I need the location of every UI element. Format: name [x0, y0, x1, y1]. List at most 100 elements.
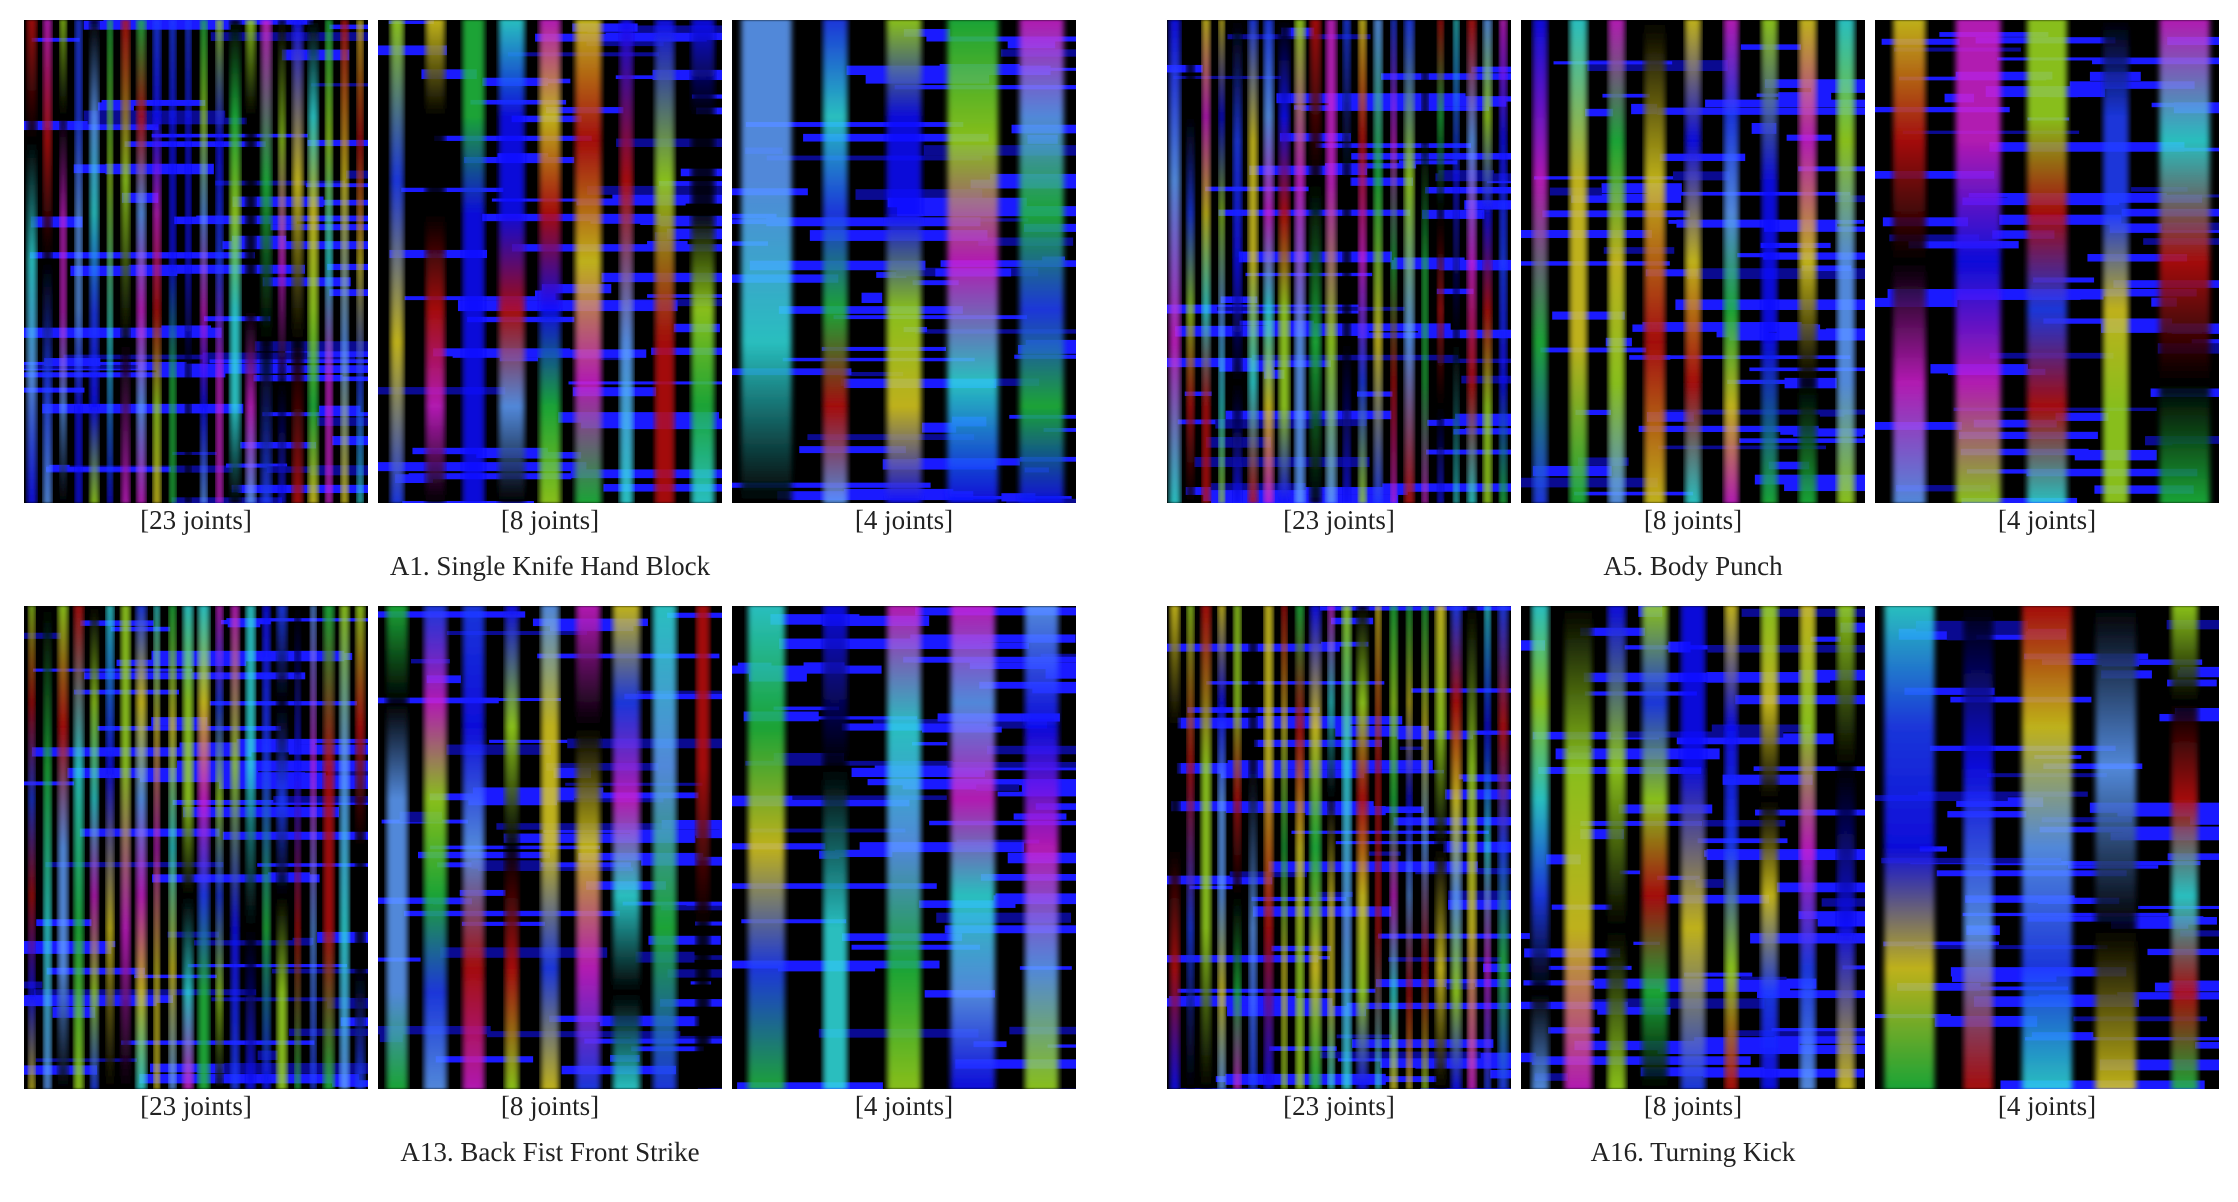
- noise-band: [24, 941, 116, 948]
- noise-band: [1382, 483, 1511, 492]
- stripe: [1799, 606, 1816, 1089]
- noise-band: [923, 145, 1076, 156]
- stripe: [340, 20, 349, 503]
- stripe: [1724, 606, 1738, 1089]
- stripe: [1294, 20, 1306, 503]
- stripe: [57, 606, 69, 1089]
- noise-band: [647, 294, 722, 298]
- noise-band: [512, 244, 722, 252]
- stripe: [1295, 606, 1305, 1089]
- stripe: [260, 20, 272, 503]
- noise-band: [1264, 369, 1285, 379]
- stripe: [1532, 20, 1548, 503]
- noise-band: [648, 935, 721, 945]
- noise-band: [345, 170, 368, 179]
- stripe: [652, 606, 677, 1089]
- noise-band: [1771, 1028, 1865, 1032]
- stripe: [504, 606, 519, 1089]
- heatmap-image: [1167, 20, 1511, 503]
- noise-band: [79, 828, 220, 837]
- stripe: [294, 606, 301, 1089]
- noise-band: [572, 23, 638, 32]
- stripe: [1201, 20, 1211, 503]
- noise-band: [172, 451, 217, 455]
- noise-band: [908, 206, 972, 214]
- noise-band: [1965, 895, 2075, 903]
- stripe: [325, 20, 333, 503]
- noise-band: [936, 912, 1072, 923]
- noise-band: [1483, 963, 1511, 973]
- noise-band: [568, 381, 722, 385]
- stripe: [1358, 20, 1367, 503]
- stripe: [1837, 20, 1855, 503]
- noise-band: [1324, 163, 1417, 169]
- noise-band: [1585, 108, 1614, 117]
- stripe: [1836, 606, 1855, 1089]
- noise-band: [1252, 906, 1392, 917]
- noise-band: [1215, 1076, 1437, 1083]
- stripe: [215, 606, 223, 1089]
- noise-band: [915, 607, 1076, 616]
- stripe: [1406, 606, 1413, 1089]
- noise-band: [274, 376, 368, 382]
- noise-band: [1523, 980, 1666, 986]
- noise-band: [882, 459, 997, 470]
- noise-band: [777, 491, 974, 501]
- noise-band: [1780, 428, 1865, 435]
- noise-band: [1316, 891, 1353, 897]
- stripe: [308, 20, 319, 503]
- noise-band: [1540, 347, 1647, 353]
- panel-caption: [8 joints]: [501, 1091, 599, 1121]
- stripe: [1684, 20, 1702, 503]
- stripe: [1217, 606, 1226, 1089]
- noise-band: [641, 856, 722, 866]
- noise-band: [2117, 806, 2219, 817]
- noise-band: [1705, 99, 1865, 108]
- noise-band: [1245, 272, 1373, 277]
- noise-band: [1895, 485, 1991, 492]
- noise-band: [457, 300, 678, 312]
- noise-band: [1577, 457, 1629, 466]
- noise-band: [1989, 142, 2185, 152]
- noise-band: [270, 224, 368, 231]
- noise-band: [1768, 461, 1810, 470]
- noise-band: [491, 198, 577, 202]
- noise-band: [955, 1059, 1076, 1069]
- stripe: [1373, 20, 1383, 503]
- stripe: [741, 20, 792, 503]
- noise-band: [1294, 105, 1444, 110]
- group-title: A5. Body Punch: [1603, 551, 1783, 581]
- noise-band: [1521, 1052, 1537, 1063]
- noise-band: [401, 187, 504, 192]
- noise-band: [496, 823, 720, 830]
- noise-band: [2190, 815, 2219, 825]
- stripe: [540, 606, 560, 1089]
- noise-band: [558, 412, 720, 423]
- noise-band: [399, 811, 442, 823]
- noise-band: [1955, 71, 2053, 80]
- stripe: [1569, 20, 1588, 503]
- stripe: [152, 20, 161, 503]
- noise-band: [232, 196, 324, 207]
- stripe: [498, 20, 525, 503]
- stripe: [886, 20, 922, 503]
- noise-band: [1180, 1088, 1261, 1089]
- stripe: [292, 20, 304, 503]
- noise-band: [1035, 803, 1076, 810]
- noise-band: [2038, 897, 2120, 905]
- noise-band: [1471, 817, 1511, 825]
- stripe: [107, 20, 113, 503]
- noise-band: [1045, 668, 1076, 679]
- noise-band: [658, 181, 722, 190]
- stripe: [1278, 20, 1290, 503]
- noise-band: [388, 20, 434, 24]
- stripe: [215, 20, 223, 503]
- noise-band: [799, 446, 906, 454]
- noise-band: [80, 620, 154, 626]
- noise-band: [1992, 230, 2055, 239]
- stripe: [1019, 20, 1064, 503]
- stripe: [1884, 606, 1935, 1089]
- noise-band: [1034, 1088, 1076, 1089]
- stripe: [1642, 606, 1668, 1089]
- noise-band: [2180, 930, 2219, 937]
